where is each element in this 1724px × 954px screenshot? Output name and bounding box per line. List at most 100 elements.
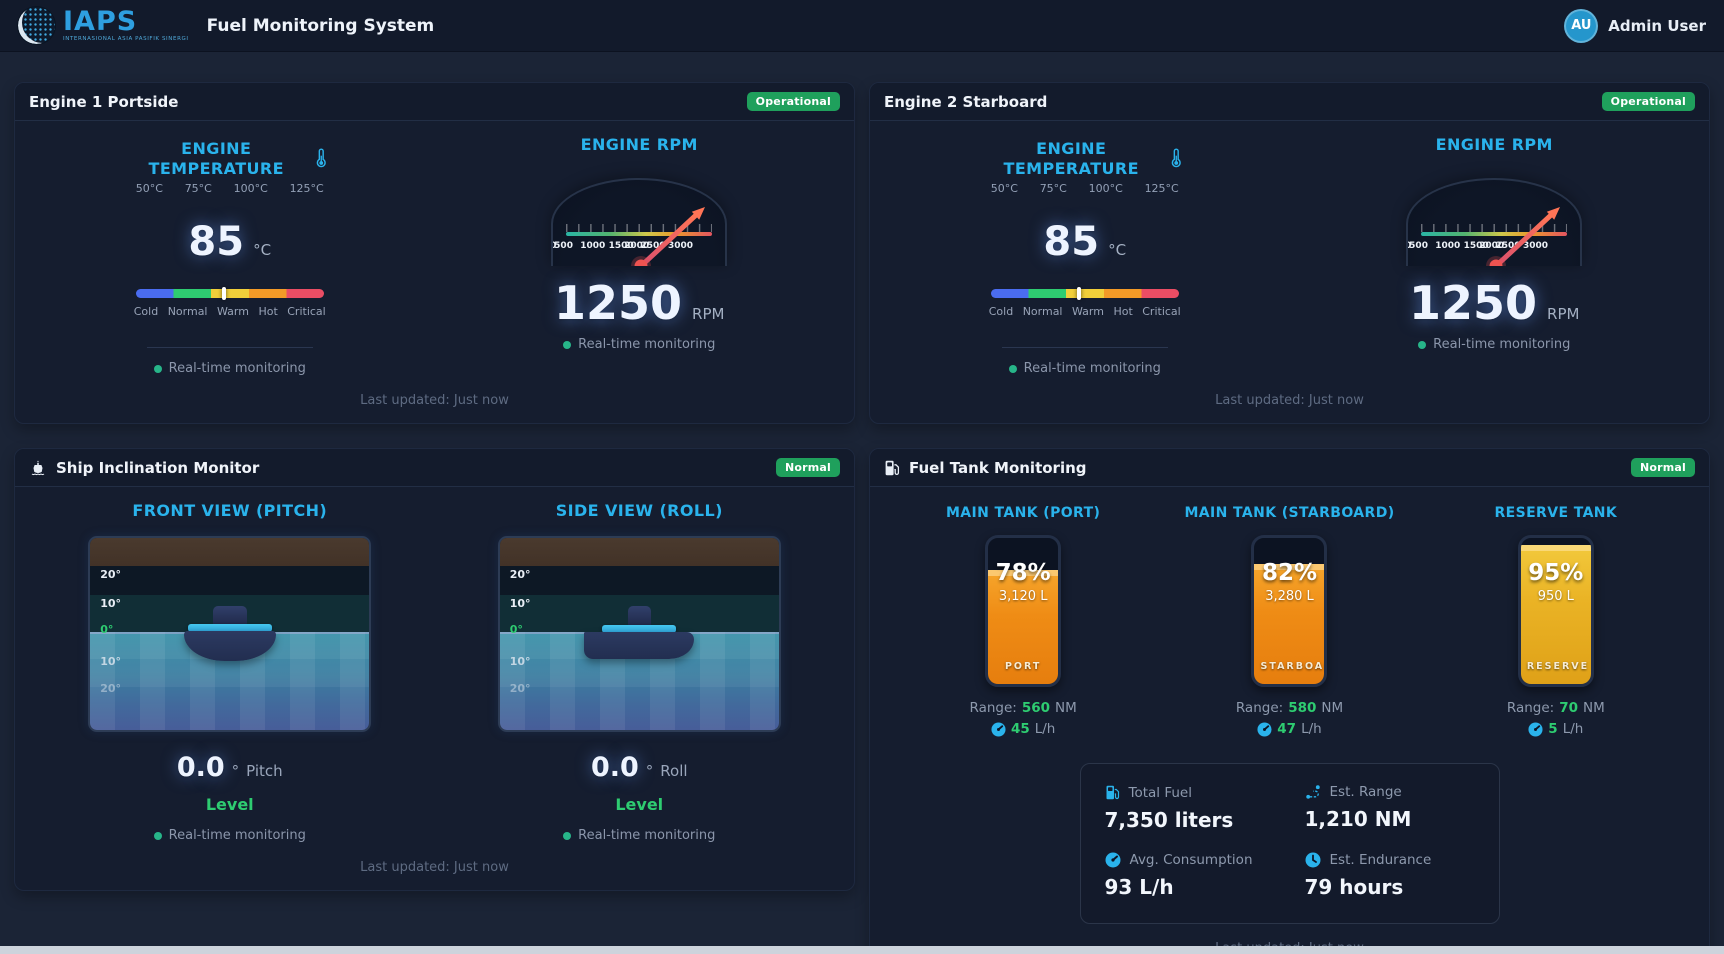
engine-1-card: Engine 1 Portside Operational ENGINE TEM… xyxy=(14,82,855,424)
rpm-tick: 3000 xyxy=(667,241,694,251)
user-menu[interactable]: AU Admin User xyxy=(1564,8,1706,43)
last-updated: Last updated: Just now xyxy=(360,393,509,408)
range-unit: NM xyxy=(1321,700,1344,716)
monitoring-label: Real-time monitoring xyxy=(1433,337,1571,352)
thermometer-icon xyxy=(311,148,331,170)
live-dot xyxy=(1008,364,1017,373)
temperature-zones: Cold Normal Warm Hot Critical xyxy=(988,305,1181,318)
monitoring-label: Real-time monitoring xyxy=(168,828,306,843)
tank-volume: 3,120 L xyxy=(998,589,1048,604)
deg-label: 10° xyxy=(100,655,122,669)
tank-label: RESERVE xyxy=(1526,660,1590,672)
rpm-scale xyxy=(1421,225,1568,236)
fuel-pump-icon xyxy=(1105,784,1120,801)
rpm-tick: 1000 xyxy=(580,241,606,251)
temperature-marker xyxy=(221,287,226,300)
inclination-title: Ship Inclination Monitor xyxy=(56,458,260,477)
live-dot xyxy=(153,364,162,373)
pitch-visualization: 20° 10° 0° 10° 20° xyxy=(88,536,372,732)
live-dot xyxy=(563,340,572,349)
rpm-unit: RPM xyxy=(692,305,725,323)
side-view-title: SIDE VIEW (ROLL) xyxy=(555,501,723,520)
temperature-unit: °C xyxy=(1108,241,1127,259)
rpm-needle-icon xyxy=(631,207,706,266)
monitoring-label: Real-time monitoring xyxy=(578,337,716,352)
summary-total-fuel: Total Fuel 7,350 liters xyxy=(1104,784,1234,833)
range-label: Range: xyxy=(1506,700,1555,716)
pitch-label: Pitch xyxy=(246,762,283,780)
range-value: 560 xyxy=(1021,700,1051,716)
divider xyxy=(146,347,313,348)
tank-percent: 78% xyxy=(995,560,1051,586)
app-header: IAPS INTERNASIONAL ASIA PASIFIK SINERGI … xyxy=(0,0,1724,52)
monitoring-label: Real-time monitoring xyxy=(168,361,306,376)
sky-band xyxy=(499,538,779,566)
temperature-value: 85 xyxy=(188,219,245,265)
temperature-value: 85 xyxy=(1043,219,1100,265)
deg-label: 20° xyxy=(509,567,531,581)
band-20deg xyxy=(499,565,779,595)
roll-visualization: 20° 10° 0° 10° 20° xyxy=(497,536,781,732)
fuel-pump-icon xyxy=(884,459,900,477)
gauge-icon xyxy=(991,721,1006,737)
tank-volume: 3,280 L xyxy=(1265,589,1314,604)
live-dot xyxy=(1418,340,1427,349)
rpm-scale xyxy=(566,225,713,236)
fuel-tank-card: Fuel Tank Monitoring Normal MAIN TANK (P… xyxy=(869,448,1710,954)
rate-unit: L/h xyxy=(1034,721,1056,737)
avatar[interactable]: AU xyxy=(1564,8,1599,43)
rpm-value: 1250 xyxy=(554,276,683,330)
ship-inclination-card: Ship Inclination Monitor Normal FRONT VI… xyxy=(14,448,855,891)
engine-1-title: Engine 1 Portside xyxy=(29,92,179,111)
rate-value: 45 xyxy=(1010,721,1030,737)
tank-label: PORT xyxy=(1004,660,1042,672)
engine-temperature-title: ENGINE TEMPERATURE xyxy=(148,139,284,178)
rpm-tick: 2000 xyxy=(624,241,650,251)
range-label: Range: xyxy=(1235,700,1284,716)
pitch-value: 0.0 xyxy=(176,752,225,783)
status-badge: Normal xyxy=(775,458,840,477)
range-value: 580 xyxy=(1288,700,1317,716)
temperature-zones: Cold Normal Warm Hot Critical xyxy=(133,305,326,318)
temperature-bar xyxy=(990,287,1179,300)
gauge-icon xyxy=(1528,721,1543,737)
rpm-unit: RPM xyxy=(1547,305,1580,323)
engine-2-title: Engine 2 Starboard xyxy=(884,92,1048,111)
gauge-icon xyxy=(1257,721,1272,737)
rate-value: 47 xyxy=(1277,721,1297,737)
status-badge: Normal xyxy=(1630,458,1695,477)
tank-fill xyxy=(988,570,1059,684)
rpm-tick: 2500 xyxy=(640,241,666,251)
tank-fill xyxy=(1520,545,1591,684)
tank-label: STARBOARD xyxy=(1260,660,1325,672)
range-label: Range: xyxy=(969,700,1017,716)
deg-label-zero: 0° xyxy=(100,623,114,637)
deg-label-zero: 0° xyxy=(509,623,523,637)
page-bottom-strip xyxy=(0,946,1724,954)
tank-port-title: MAIN TANK (PORT) xyxy=(945,505,1101,521)
clock-icon xyxy=(1305,852,1321,868)
band-20deg xyxy=(90,565,370,595)
brand-name: IAPS xyxy=(63,6,138,38)
rate-value: 5 xyxy=(1548,721,1558,737)
rpm-tick: 1500 xyxy=(608,241,634,251)
rpm-tick: 0 xyxy=(553,241,556,251)
deg-label: 10° xyxy=(509,655,531,669)
last-updated: Last updated: Just now xyxy=(1215,393,1364,408)
range-unit: NM xyxy=(1583,700,1605,716)
temperature-scale: 50°C 75°C 100°C 125°C xyxy=(135,182,324,195)
pitch-state: Level xyxy=(205,795,254,814)
roll-unit: ° xyxy=(645,762,654,780)
brand-logo: IAPS INTERNASIONAL ASIA PASIFIK SINERGI xyxy=(18,7,189,44)
route-icon xyxy=(1305,784,1321,800)
rpm-tick: 1500 xyxy=(1463,241,1489,251)
roll-label: Roll xyxy=(660,762,688,780)
rpm-tick: 0 xyxy=(1408,241,1411,251)
tank-reserve-title: RESERVE TANK xyxy=(1494,505,1618,521)
deg-label: 20° xyxy=(100,682,122,695)
roll-value: 0.0 xyxy=(590,752,639,783)
user-name: Admin User xyxy=(1608,16,1706,35)
range-value: 70 xyxy=(1559,700,1579,716)
rpm-tick: 500 xyxy=(1409,241,1428,251)
engine-rpm-title: ENGINE RPM xyxy=(580,135,698,154)
